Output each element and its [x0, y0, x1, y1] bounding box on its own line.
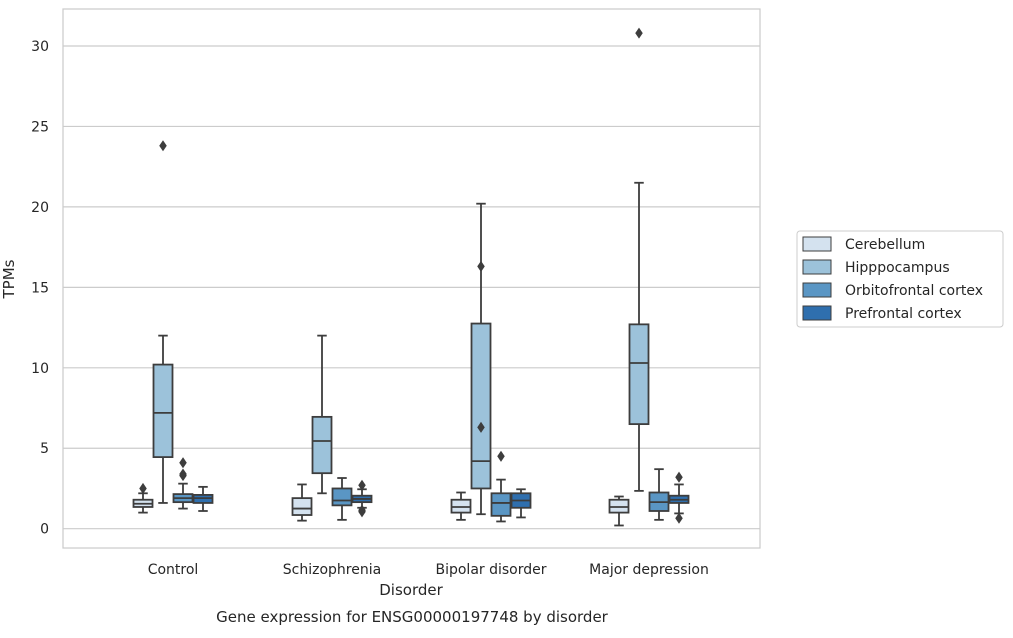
y-tick-labels: 0 5 10 15 20 25 30: [31, 39, 49, 538]
y-tick-label: 20: [31, 200, 49, 216]
legend-label: Hipppocampus: [845, 260, 950, 276]
x-tick-label: Schizophrenia: [283, 562, 381, 578]
y-tick-label: 0: [40, 522, 49, 538]
box-cerebellum: [608, 495, 630, 527]
outlier-point: [179, 457, 187, 469]
box-body: [628, 323, 650, 426]
box-body: [470, 322, 492, 490]
legend-label: Orbitofrontal cortex: [845, 283, 983, 299]
box-body: [311, 415, 333, 475]
box-prefrontal-cortex: [668, 471, 690, 524]
y-tick-label: 25: [31, 119, 49, 135]
outlier-point: [358, 479, 366, 491]
x-tick-labels: Control Schizophrenia Bipolar disorder Majo…: [148, 562, 709, 578]
y-axis-label: TPMs: [0, 259, 18, 299]
box-cerebellum: [132, 482, 154, 514]
box-prefrontal-cortex: [510, 488, 532, 519]
box-prefrontal-cortex: [351, 479, 373, 518]
legend-frame: [796, 230, 1004, 328]
x-tick-label: Control: [148, 562, 199, 578]
box-hipppocampus: [311, 334, 333, 495]
outlier-point: [159, 140, 167, 152]
legend-swatch: [802, 259, 832, 275]
x-tick-label: Major depression: [589, 562, 709, 578]
box-body: [490, 492, 512, 517]
outlier-point: [358, 504, 366, 516]
outlier-point: [139, 482, 147, 495]
outlier-point: [477, 421, 485, 433]
y-tick-label: 15: [31, 280, 49, 296]
legend-swatch: [802, 305, 832, 321]
grid-lines: [63, 45, 760, 530]
legend-label: Cerebellum: [845, 237, 925, 253]
outlier-point: [497, 450, 505, 462]
box-body: [152, 363, 174, 458]
box-body: [291, 497, 313, 516]
outlier-point: [179, 470, 187, 482]
legend-swatch: [802, 282, 832, 298]
y-tick-label: 10: [31, 361, 49, 377]
box-orbitofrontal-cortex: [490, 450, 512, 523]
box-orbitofrontal-cortex: [648, 468, 670, 521]
box-cerebellum: [291, 483, 313, 522]
box-hipppocampus: [628, 27, 650, 492]
outlier-point: [675, 471, 683, 483]
legend-swatch: [802, 236, 832, 252]
outlier-point: [635, 27, 643, 39]
box-prefrontal-cortex: [192, 485, 214, 512]
box-hipppocampus: [470, 202, 492, 516]
box-orbitofrontal-cortex: [331, 477, 353, 521]
box-orbitofrontal-cortex: [172, 457, 194, 510]
y-tick-label: 5: [40, 441, 49, 457]
outlier-point: [477, 260, 485, 272]
x-axis-label: Disorder: [379, 581, 443, 599]
legend: Cerebellum Hipppocampus Orbitofrontal cort…: [796, 230, 1004, 328]
legend-label: Prefrontal cortex: [845, 306, 962, 322]
x-tick-label: Bipolar disorder: [435, 562, 546, 578]
box-cerebellum: [450, 491, 472, 521]
chart-title: Gene expression for ENSG00000197748 by d…: [216, 608, 609, 626]
outlier-point: [675, 512, 683, 524]
box-hipppocampus: [152, 140, 174, 504]
plot-frame: [62, 8, 761, 549]
box-groups: [132, 27, 690, 527]
y-tick-label: 30: [31, 39, 49, 55]
box-body: [331, 487, 353, 507]
